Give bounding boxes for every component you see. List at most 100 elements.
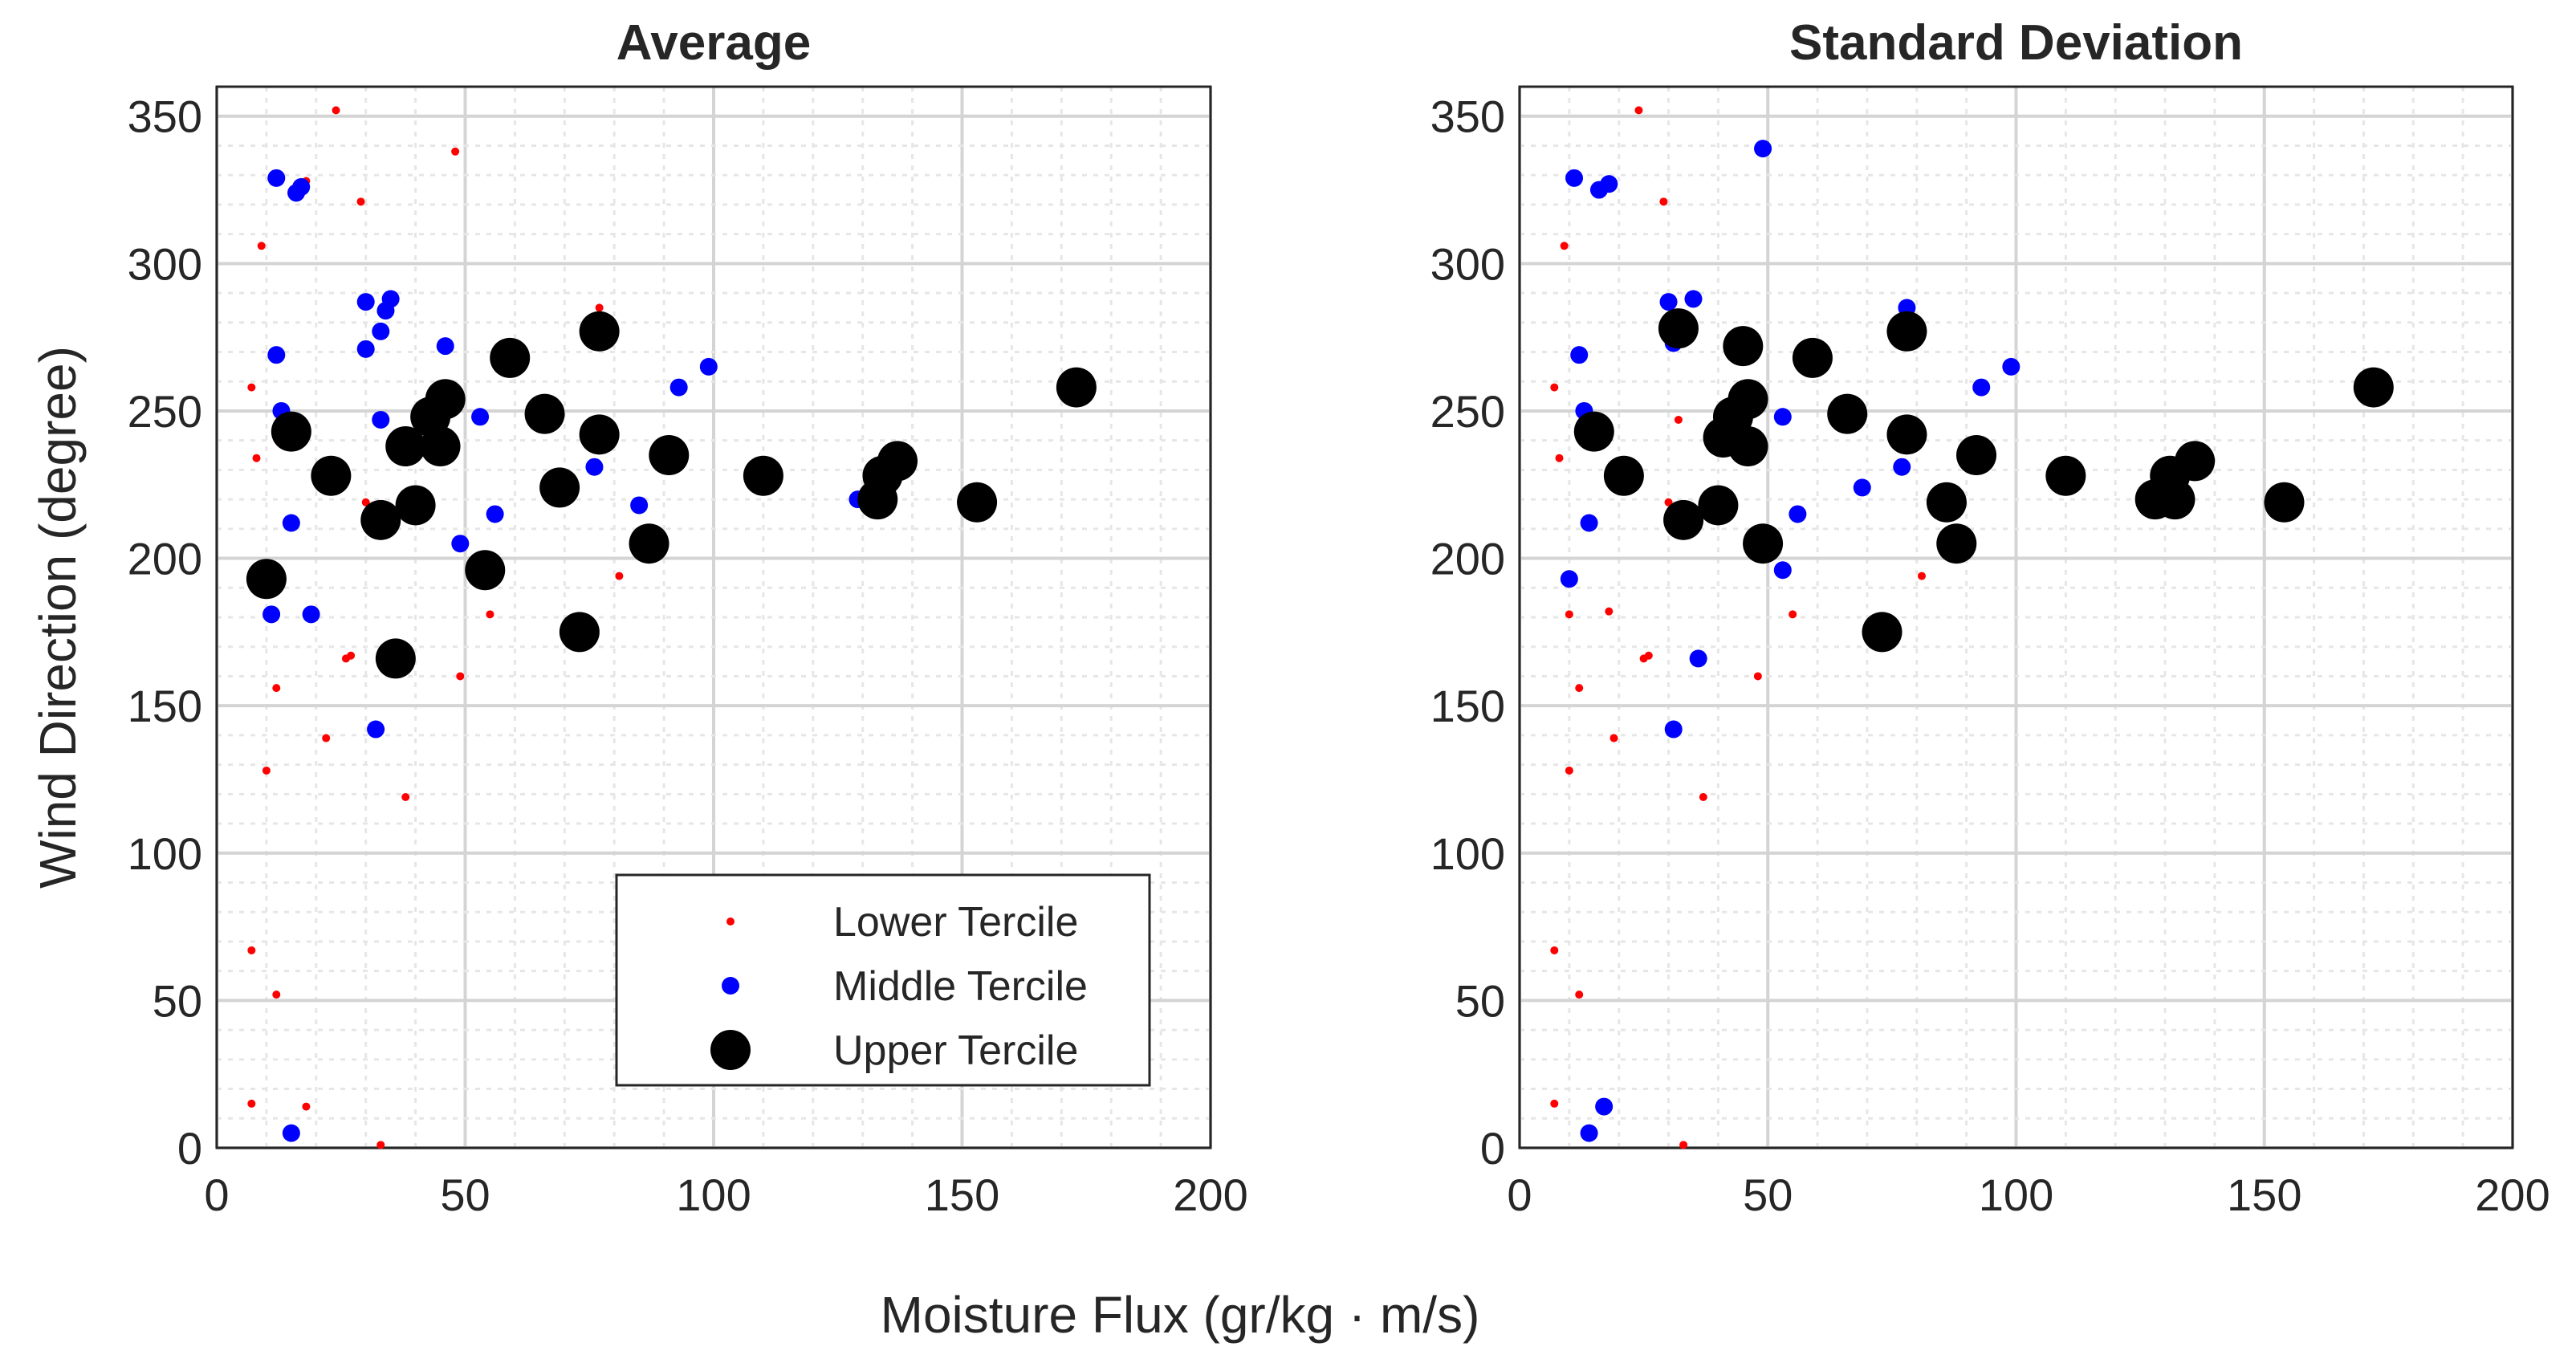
data-point: [361, 498, 370, 507]
data-point: [1595, 1097, 1614, 1116]
y-tick-label: 350: [1430, 92, 1505, 142]
data-point: [743, 455, 783, 496]
y-tick-label: 300: [1430, 238, 1505, 289]
data-point: [486, 610, 494, 619]
average-axes-box: [215, 85, 1212, 1149]
data-point: [2002, 357, 2021, 376]
y-tick-label: 100: [1430, 828, 1505, 879]
data-point: [292, 177, 311, 196]
x-tick-label: 0: [1507, 1170, 1532, 1220]
x-tick-label: 100: [676, 1170, 751, 1220]
data-point: [385, 426, 426, 467]
data-point: [1789, 505, 1807, 523]
data-point: [585, 458, 604, 476]
data-point: [877, 441, 918, 482]
legend: Lower Tercile Middle Tercile Upper Tercile: [615, 873, 1151, 1087]
data-point: [1936, 523, 1977, 564]
data-point: [1659, 293, 1678, 311]
series-upper-tercile: [1573, 308, 2394, 653]
std-data-points: [1550, 106, 2394, 1149]
data-point: [1773, 408, 1792, 426]
data-point: [1663, 499, 1704, 540]
y-tick-label: 50: [1455, 975, 1505, 1026]
series-lower-tercile: [1550, 106, 1926, 1149]
y-tick-label: 150: [128, 681, 202, 731]
x-tick-label: 150: [925, 1170, 999, 1220]
data-point: [1664, 720, 1683, 738]
data-point: [2264, 482, 2305, 523]
data-point: [1664, 498, 1673, 507]
data-point: [1580, 1124, 1598, 1142]
data-point: [669, 378, 688, 397]
data-point: [262, 766, 271, 775]
data-point: [1600, 175, 1618, 193]
data-point: [302, 605, 320, 624]
data-point: [375, 638, 416, 679]
data-point: [372, 410, 390, 429]
data-point: [367, 720, 385, 738]
data-point: [247, 1099, 256, 1108]
x-tick-label: 200: [1173, 1170, 1247, 1220]
data-point: [2175, 441, 2216, 482]
data-point: [451, 535, 470, 553]
data-point: [1827, 393, 1868, 434]
average-y-axis-label: Wind Direction (degree): [29, 346, 87, 889]
y-tick-label: 250: [128, 386, 202, 437]
data-point: [1926, 482, 1967, 523]
data-point: [629, 523, 669, 564]
data-point: [356, 293, 375, 311]
data-point: [1773, 561, 1792, 580]
data-point: [1728, 379, 1768, 420]
x-tick-label: 50: [1743, 1170, 1793, 1220]
data-point: [356, 197, 365, 206]
data-point: [252, 454, 261, 462]
data-point: [1634, 106, 1643, 115]
data-point: [1917, 572, 1926, 580]
data-point: [347, 651, 356, 660]
x-axis-label: Moisture Flux (gr/kg · m/s): [881, 1286, 1480, 1344]
panel-standard-deviation: 0 50 100 150 200 0 50 100 150 200 250 300 350 Standa…: [1430, 15, 2550, 1220]
series-middle-tercile: [262, 169, 867, 1142]
data-point: [1972, 378, 1991, 397]
data-point: [579, 414, 620, 455]
x-tick-label: 0: [204, 1170, 229, 1220]
data-point: [262, 605, 281, 624]
x-tick-label: 100: [1979, 1170, 2053, 1220]
std-gridlines: [1518, 85, 2514, 1149]
data-point: [1555, 454, 1564, 462]
data-point: [630, 496, 649, 515]
data-point: [1560, 242, 1569, 250]
data-point: [282, 514, 300, 532]
data-point: [1565, 610, 1573, 619]
data-point: [1893, 458, 1911, 476]
data-point: [1573, 411, 1614, 452]
data-point: [2155, 479, 2196, 520]
data-point: [425, 379, 466, 420]
data-point: [395, 485, 436, 526]
data-point: [1853, 478, 1871, 497]
y-tick-label: 50: [153, 975, 202, 1026]
data-point: [1580, 514, 1598, 532]
average-chart-title: Average: [617, 15, 811, 71]
data-point: [1603, 455, 1644, 496]
data-point: [579, 311, 620, 352]
data-point: [401, 793, 410, 802]
data-point: [1699, 793, 1707, 802]
data-point: [1644, 651, 1653, 660]
data-point: [451, 147, 460, 156]
std-chart-title: Standard Deviation: [1789, 15, 2243, 71]
data-point: [486, 505, 504, 523]
data-point: [465, 550, 506, 591]
data-point: [1550, 383, 1559, 392]
data-point: [1728, 426, 1768, 467]
data-point: [1723, 326, 1764, 367]
data-point: [1659, 197, 1668, 206]
data-point: [1689, 649, 1707, 668]
data-point: [2353, 367, 2394, 408]
data-point: [524, 393, 565, 434]
data-point: [376, 302, 395, 320]
data-point: [1789, 610, 1797, 619]
data-point: [1886, 311, 1927, 352]
data-point: [267, 169, 286, 187]
std-axes-box: [1518, 85, 2514, 1149]
